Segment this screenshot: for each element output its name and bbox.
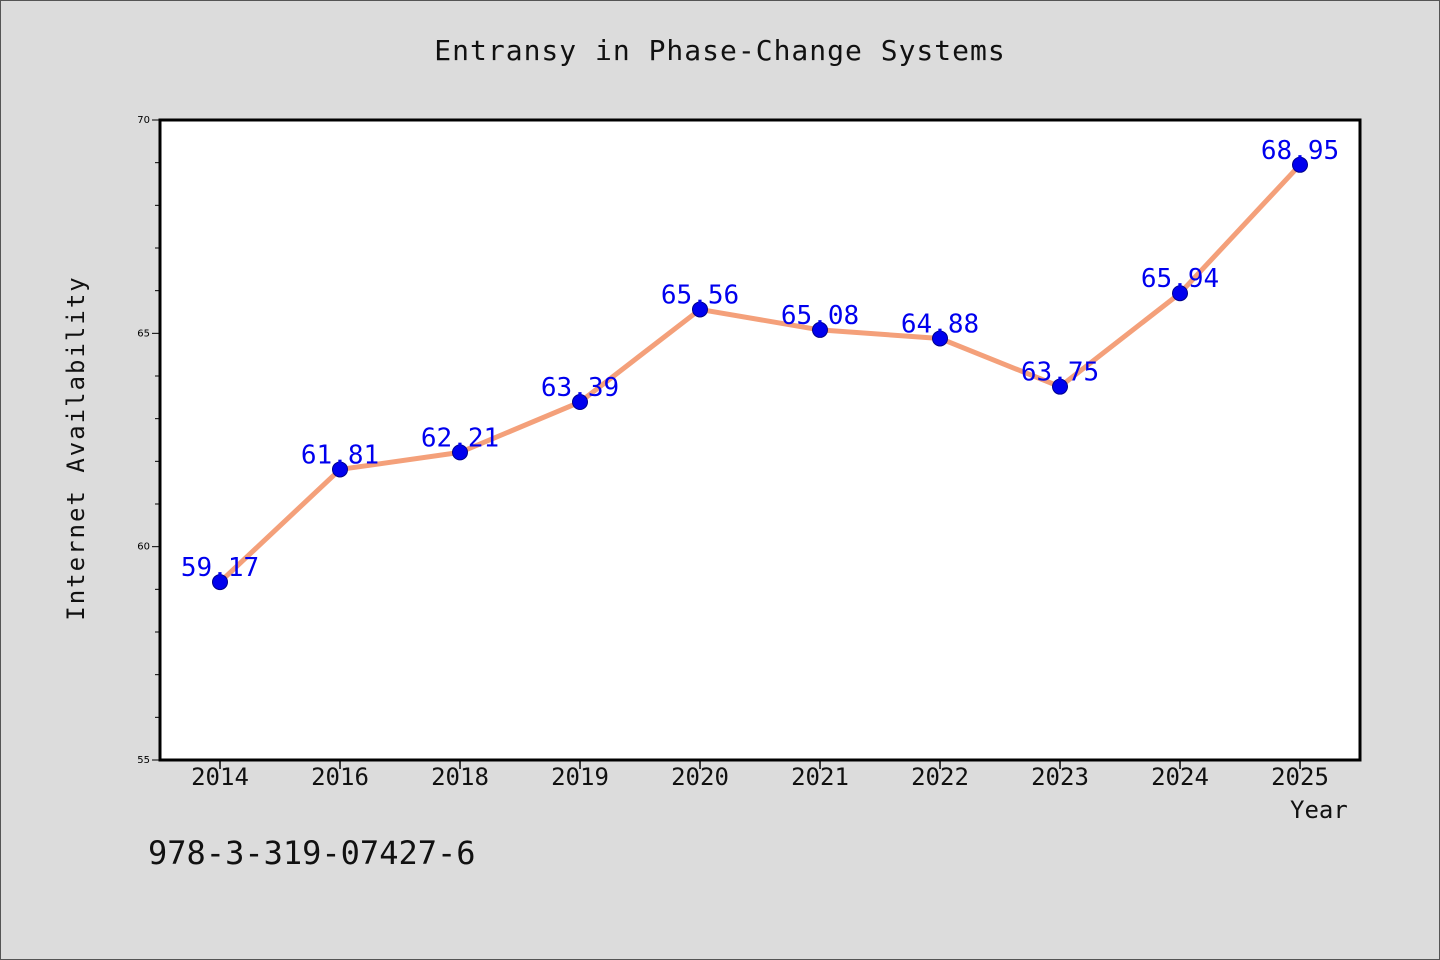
data-point — [332, 461, 348, 478]
data-label: 64.88 — [901, 309, 979, 339]
data-point — [452, 444, 468, 461]
data-point — [692, 301, 708, 318]
data-label: 63.39 — [541, 373, 619, 403]
x-tick-label: 2016 — [311, 763, 369, 791]
data-label: 65.56 — [661, 280, 739, 310]
data-point — [572, 394, 588, 411]
data-point — [932, 330, 948, 347]
y-tick-label: 55 — [137, 755, 150, 766]
x-tick-label: 2018 — [431, 763, 489, 791]
y-tick-label: 70 — [137, 115, 150, 126]
y-tick-label: 60 — [137, 542, 150, 553]
data-label: 59.17 — [181, 553, 259, 583]
series-line — [217, 162, 1303, 585]
y-axis: 55 60 65 70 — [137, 115, 160, 766]
x-tick-label: 2014 — [191, 763, 249, 791]
x-tick-label: 2023 — [1031, 763, 1089, 791]
y-tick-label: 65 — [137, 328, 150, 339]
chart-title: Entransy in Phase-Change Systems — [434, 34, 1006, 67]
x-tick-label: 2024 — [1151, 763, 1209, 791]
data-point — [812, 321, 828, 338]
data-point — [1172, 285, 1188, 302]
isbn-code: 978-3-319-07427-6 — [148, 834, 476, 872]
data-label: 65.94 — [1141, 264, 1219, 294]
data-point — [1052, 378, 1068, 395]
plot-area — [158, 118, 1362, 762]
x-tick-label: 2025 — [1271, 763, 1329, 791]
x-tick-label: 2021 — [791, 763, 849, 791]
x-axis: 2014 2016 2018 2019 2020 2021 2022 2023 2024 2025 — [191, 760, 1329, 791]
data-label: 65.08 — [781, 301, 859, 331]
data-point — [1292, 156, 1308, 173]
x-tick-label: 2019 — [551, 763, 609, 791]
data-labels-layer: 59.17 61.81 62.21 63.39 65.56 65.08 64.88 63.75… — [181, 136, 1339, 583]
x-tick-label: 2022 — [911, 763, 969, 791]
data-label: 63.75 — [1021, 358, 1099, 388]
series-layer — [212, 156, 1308, 591]
x-tick-label: 2020 — [671, 763, 729, 791]
data-label: 68.95 — [1261, 136, 1339, 166]
data-point — [212, 574, 228, 591]
data-label: 62.21 — [421, 423, 499, 453]
data-label: 61.81 — [301, 440, 379, 470]
x-axis-label: Year — [1290, 796, 1348, 824]
